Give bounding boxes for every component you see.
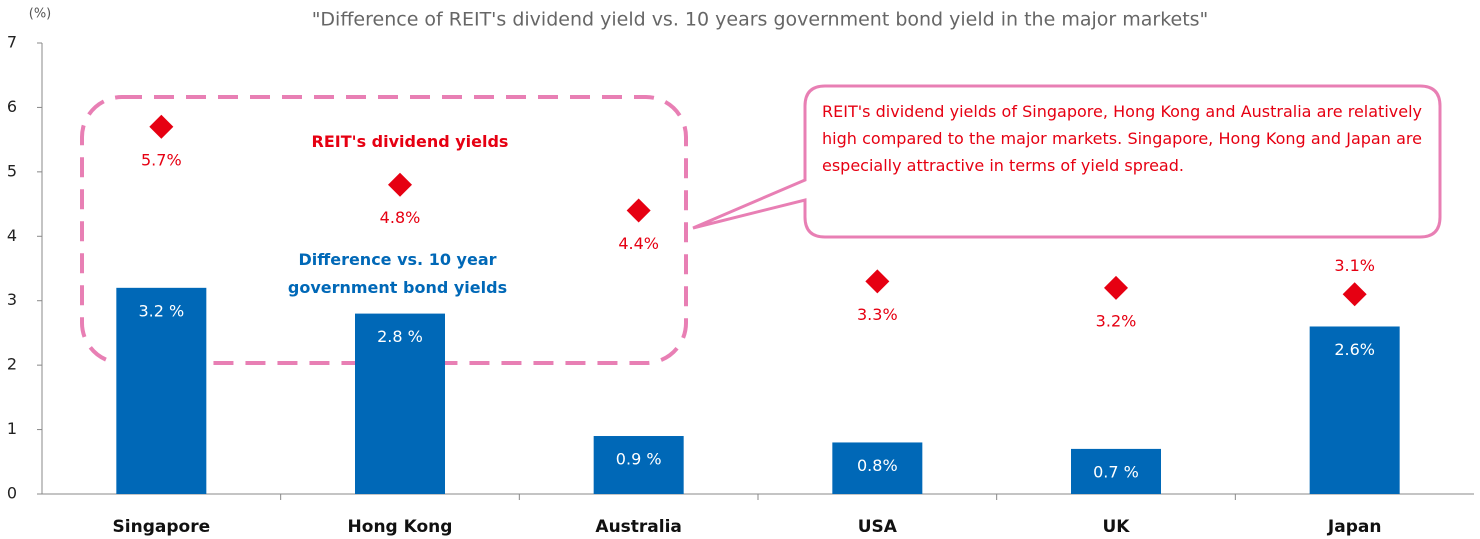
y-axis-label: (%) (29, 7, 52, 22)
marker (149, 114, 174, 139)
bar (1309, 326, 1400, 494)
data-label: 0.7 % (1093, 462, 1139, 481)
legend-label: Difference vs. 10 year government bond y… (287, 250, 508, 297)
bar (355, 313, 445, 494)
y-tick-label: 1 (7, 419, 17, 438)
bar (116, 287, 207, 494)
marker (865, 269, 890, 294)
y-tick-label: 3 (7, 290, 17, 309)
marker (626, 198, 651, 223)
data-label: 3.3% (857, 305, 898, 324)
data-label: 0.9 % (616, 450, 662, 469)
callout-text: REIT's dividend yields of Singapore, Hon… (822, 102, 1422, 175)
marker (1104, 275, 1128, 300)
y-tick-label: 4 (7, 226, 17, 245)
data-label: 5.7% (141, 150, 182, 169)
x-tick-label: Singapore (113, 517, 211, 537)
marker (388, 172, 412, 197)
x-tick-label: Australia (595, 517, 682, 537)
data-label: 4.8% (380, 208, 421, 227)
chart-title: "Difference of REIT's dividend yield vs.… (312, 9, 1209, 31)
x-tick-label: UK (1103, 517, 1131, 537)
marker (1342, 282, 1367, 307)
bar (593, 436, 684, 494)
data-label: 3.2 % (138, 301, 184, 320)
data-label: 3.2% (1096, 311, 1137, 330)
y-tick-label: 6 (7, 97, 17, 116)
y-tick-label: 5 (7, 161, 17, 180)
y-tick-label: 2 (7, 355, 17, 374)
data-label: 2.6% (1334, 340, 1375, 359)
callout (692, 84, 1442, 239)
x-tick-label: Hong Kong (348, 517, 453, 537)
y-tick-label: 0 (7, 484, 17, 503)
data-label: 4.4% (618, 234, 659, 253)
x-tick-label: Japan (1327, 517, 1382, 537)
data-label: 2.8 % (377, 327, 423, 346)
data-label: 0.8% (857, 456, 898, 475)
data-label: 3.1% (1334, 256, 1375, 275)
y-tick-label: 7 (7, 33, 17, 52)
bar (1071, 448, 1161, 494)
x-tick-label: USA (858, 517, 898, 537)
bar (832, 442, 923, 494)
legend-label: REIT's dividend yields (311, 132, 509, 151)
